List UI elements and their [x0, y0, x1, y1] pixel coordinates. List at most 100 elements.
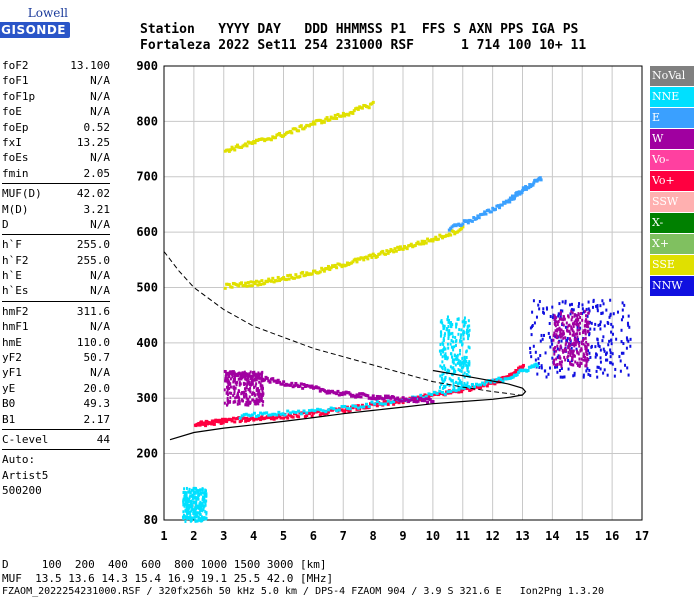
echo-point	[354, 395, 358, 399]
echo-point	[242, 413, 246, 417]
echo-point	[246, 398, 249, 402]
echo-point	[257, 414, 261, 418]
echo-point	[539, 339, 542, 343]
echo-point	[226, 399, 229, 403]
echo-point	[287, 277, 291, 281]
echo-point	[467, 337, 470, 341]
echo-point	[362, 405, 366, 409]
echo-point	[351, 111, 355, 115]
param-row-foes: foEs N/A	[2, 150, 110, 165]
echo-point	[229, 370, 233, 374]
echo-point	[297, 129, 301, 133]
echo-point	[277, 410, 281, 414]
echo-point	[301, 386, 305, 390]
echo-point	[340, 393, 344, 397]
echo-point	[366, 257, 370, 261]
echo-point	[453, 358, 456, 362]
echo-point	[579, 349, 582, 353]
echo-point	[578, 332, 581, 336]
echo-point	[240, 281, 244, 285]
echo-point	[250, 416, 254, 420]
echo-point	[260, 393, 263, 397]
echo-point	[571, 358, 574, 362]
echo-point	[611, 352, 614, 356]
echo-point	[257, 390, 260, 394]
echo-point	[458, 361, 461, 365]
echo-point	[558, 302, 561, 306]
echo-point	[442, 386, 445, 390]
echo-point	[248, 380, 251, 384]
echo-point	[279, 412, 283, 416]
echo-point	[256, 401, 259, 405]
echo-point	[601, 299, 604, 303]
echo-point	[307, 409, 311, 413]
echo-point	[192, 490, 195, 494]
echo-point	[188, 516, 191, 520]
echo-point	[291, 410, 295, 414]
param-row-hmf2: hmF2 311.6	[2, 304, 110, 319]
echo-point	[265, 280, 269, 284]
echo-point	[571, 355, 574, 359]
echo-point	[184, 519, 187, 523]
echo-point	[250, 383, 253, 387]
echo-point	[590, 321, 593, 325]
echo-point	[371, 100, 375, 104]
echo-point	[236, 402, 239, 406]
echo-point	[551, 342, 554, 346]
param-value: N/A	[90, 269, 110, 283]
echo-point	[245, 374, 248, 378]
echo-point	[601, 339, 604, 343]
echo-point	[532, 181, 536, 185]
echo-point	[586, 352, 589, 356]
echo-point	[443, 347, 446, 351]
echo-point	[463, 361, 466, 365]
echo-point	[594, 345, 597, 349]
echo-point	[318, 408, 322, 412]
echo-point	[572, 349, 575, 353]
param-value: N/A	[90, 320, 110, 334]
param-separator	[2, 300, 110, 302]
echo-point	[246, 413, 250, 417]
echo-point	[312, 411, 316, 415]
echo-point	[245, 284, 249, 288]
echo-point	[571, 311, 574, 315]
echo-point	[265, 376, 269, 380]
echo-point	[198, 512, 201, 516]
echo-point	[590, 344, 593, 348]
echo-point	[293, 384, 297, 388]
echo-point	[430, 393, 434, 397]
echo-point	[326, 408, 330, 412]
echo-point	[551, 316, 554, 320]
echo-point	[584, 355, 587, 359]
echo-point	[571, 322, 574, 326]
echo-point	[611, 332, 614, 336]
echo-point	[447, 228, 451, 232]
param-row-ye: yE 20.0	[2, 381, 110, 396]
echo-point	[461, 361, 464, 365]
echo-point	[545, 375, 548, 379]
echo-point	[450, 324, 453, 328]
echo-point	[442, 384, 445, 388]
echo-point	[569, 362, 572, 366]
echo-point	[366, 394, 370, 398]
echo-point	[312, 120, 316, 124]
echo-point	[341, 111, 345, 115]
echo-point	[560, 364, 563, 368]
echo-point	[575, 347, 578, 351]
echo-point	[260, 373, 263, 377]
echo-point	[258, 373, 261, 377]
echo-point	[555, 349, 558, 353]
echo-point	[389, 396, 393, 400]
echo-point	[282, 380, 286, 384]
param-label: hmE	[2, 335, 22, 349]
echo-point	[219, 421, 223, 425]
echo-point	[570, 325, 573, 329]
echo-point	[627, 323, 630, 327]
echo-point	[411, 396, 415, 400]
echo-point	[532, 299, 535, 303]
echo-point	[573, 344, 576, 348]
legend-item-sse: SSE	[650, 255, 694, 275]
auto-info-line: 500200	[2, 484, 42, 498]
echo-point	[553, 322, 556, 326]
echo-point	[356, 107, 360, 111]
